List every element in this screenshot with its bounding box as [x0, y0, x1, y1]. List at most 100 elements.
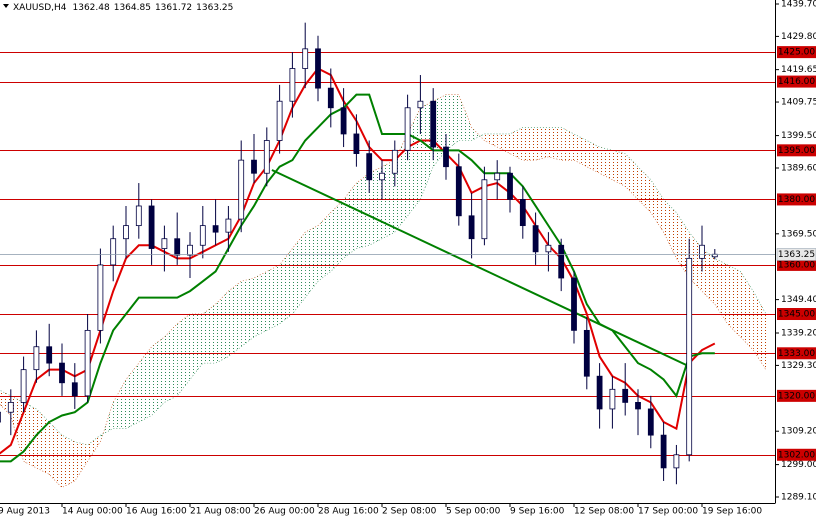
cloud-segment: [535, 127, 549, 161]
close: 1363.25: [196, 3, 233, 13]
cloud-segment: [228, 281, 242, 357]
candle-body: [174, 238, 181, 256]
candle-body: [302, 48, 309, 69]
candle-body: [635, 401, 641, 410]
cloud-segment: [126, 363, 139, 429]
cloud-segment: [177, 314, 190, 396]
level-label: 1360.00: [778, 260, 815, 270]
cloud-segment: [23, 402, 37, 468]
cloud-segment: [625, 153, 638, 200]
cloud-segment: [369, 166, 382, 246]
x-tick-label: 16 Aug 16:00: [126, 507, 187, 517]
level-label-box: [777, 144, 816, 157]
candle-body: [71, 382, 78, 397]
y-tick-label: 1299.00: [781, 460, 816, 470]
cloud-segment: [266, 264, 280, 331]
cloud-segment: [305, 225, 318, 298]
cloud-segment: [356, 173, 370, 249]
candle-body: [7, 401, 14, 413]
cloud-segment: [689, 232, 702, 292]
candle-body: [379, 172, 385, 181]
high: 1364.85: [114, 3, 151, 13]
y-tick-label: 1349.40: [781, 295, 816, 305]
low: 1361.72: [155, 3, 192, 13]
candle-body: [622, 388, 629, 403]
cloud-segment: [292, 232, 306, 315]
x-tick-label: 12 Sep 08:00: [574, 507, 634, 517]
y-tick-label: 1289.10: [781, 493, 816, 503]
candle-body: [609, 388, 616, 410]
candle-body: [391, 149, 398, 174]
candle-body: [417, 100, 424, 109]
candle-body: [327, 87, 334, 109]
y-tick-label: 1399.50: [781, 131, 816, 141]
candle-body: [263, 140, 270, 174]
candle-body: [430, 100, 437, 148]
cloud-segment: [650, 179, 664, 233]
cloud-segment: [151, 336, 165, 416]
cloud-segment: [446, 94, 459, 151]
candle-body: [251, 159, 257, 174]
candle-body: [532, 225, 539, 253]
cloud-segment: [548, 127, 562, 161]
candle-body: [59, 362, 65, 384]
cloud-segment: [279, 248, 293, 324]
candle-body: [238, 159, 245, 220]
cloud-segment: [612, 150, 626, 187]
x-tick-label: 19 Sep 16:00: [702, 507, 762, 517]
x-tick-label: 28 Aug 16:00: [318, 507, 379, 517]
cloud-segment: [458, 94, 472, 141]
cloud-segment: [62, 435, 75, 488]
cloud-segment: [87, 435, 101, 462]
candle-body: [0, 411, 1, 423]
y-tick-label: 1439.70: [781, 0, 816, 9]
candle-body: [558, 244, 565, 279]
cloud-segment: [138, 346, 152, 423]
candle-body: [353, 133, 360, 155]
candle-body: [161, 238, 168, 249]
cloud-segment: [522, 127, 536, 161]
candle-body: [686, 257, 693, 456]
cloud-segment: [484, 133, 498, 148]
level-label-box: [777, 389, 816, 402]
x-tick-label: 2 Sep 08:00: [382, 507, 437, 517]
level-label: 1333.00: [778, 349, 815, 359]
level-label: 1302.00: [778, 450, 815, 460]
candle-body: [110, 238, 117, 266]
candle-body: [404, 107, 411, 151]
candle-body: [84, 329, 91, 397]
x-tick-label: 26 Aug 00:00: [254, 507, 315, 517]
candle-body: [33, 346, 40, 371]
candle-body: [46, 346, 53, 364]
cloud-segment: [586, 140, 600, 174]
level-label: 1416.00: [778, 77, 815, 87]
level-label-box: [777, 258, 816, 271]
x-tick-label: 21 Aug 08:00: [190, 507, 251, 517]
cloud-segment: [241, 278, 254, 347]
candle-body: [673, 454, 680, 469]
cloud-segment: [74, 441, 88, 481]
cloud-segment: [727, 264, 741, 337]
candle-body: [583, 329, 590, 377]
y-tick-label: 1409.75: [781, 98, 816, 108]
candle-body: [571, 277, 577, 331]
level-label-box: [777, 75, 816, 88]
candle-body: [289, 68, 296, 102]
candle-body: [225, 218, 232, 233]
candle-body: [315, 48, 321, 89]
y-tick-label: 1369.50: [781, 229, 816, 239]
candle-body: [596, 375, 603, 410]
candle-body: [507, 172, 513, 200]
candle-body: [468, 215, 475, 240]
cloud-segment: [330, 199, 344, 272]
cloud-segment: [202, 304, 216, 364]
candle-body: [187, 244, 193, 256]
level-label: 1380.00: [778, 195, 815, 205]
indicator-line: [0, 93, 715, 463]
cloud-segment: [343, 183, 357, 259]
cloud-segment: [676, 212, 690, 279]
cloud-segment: [100, 402, 114, 442]
open: 1362.48: [73, 3, 110, 13]
candle-body: [481, 179, 488, 240]
